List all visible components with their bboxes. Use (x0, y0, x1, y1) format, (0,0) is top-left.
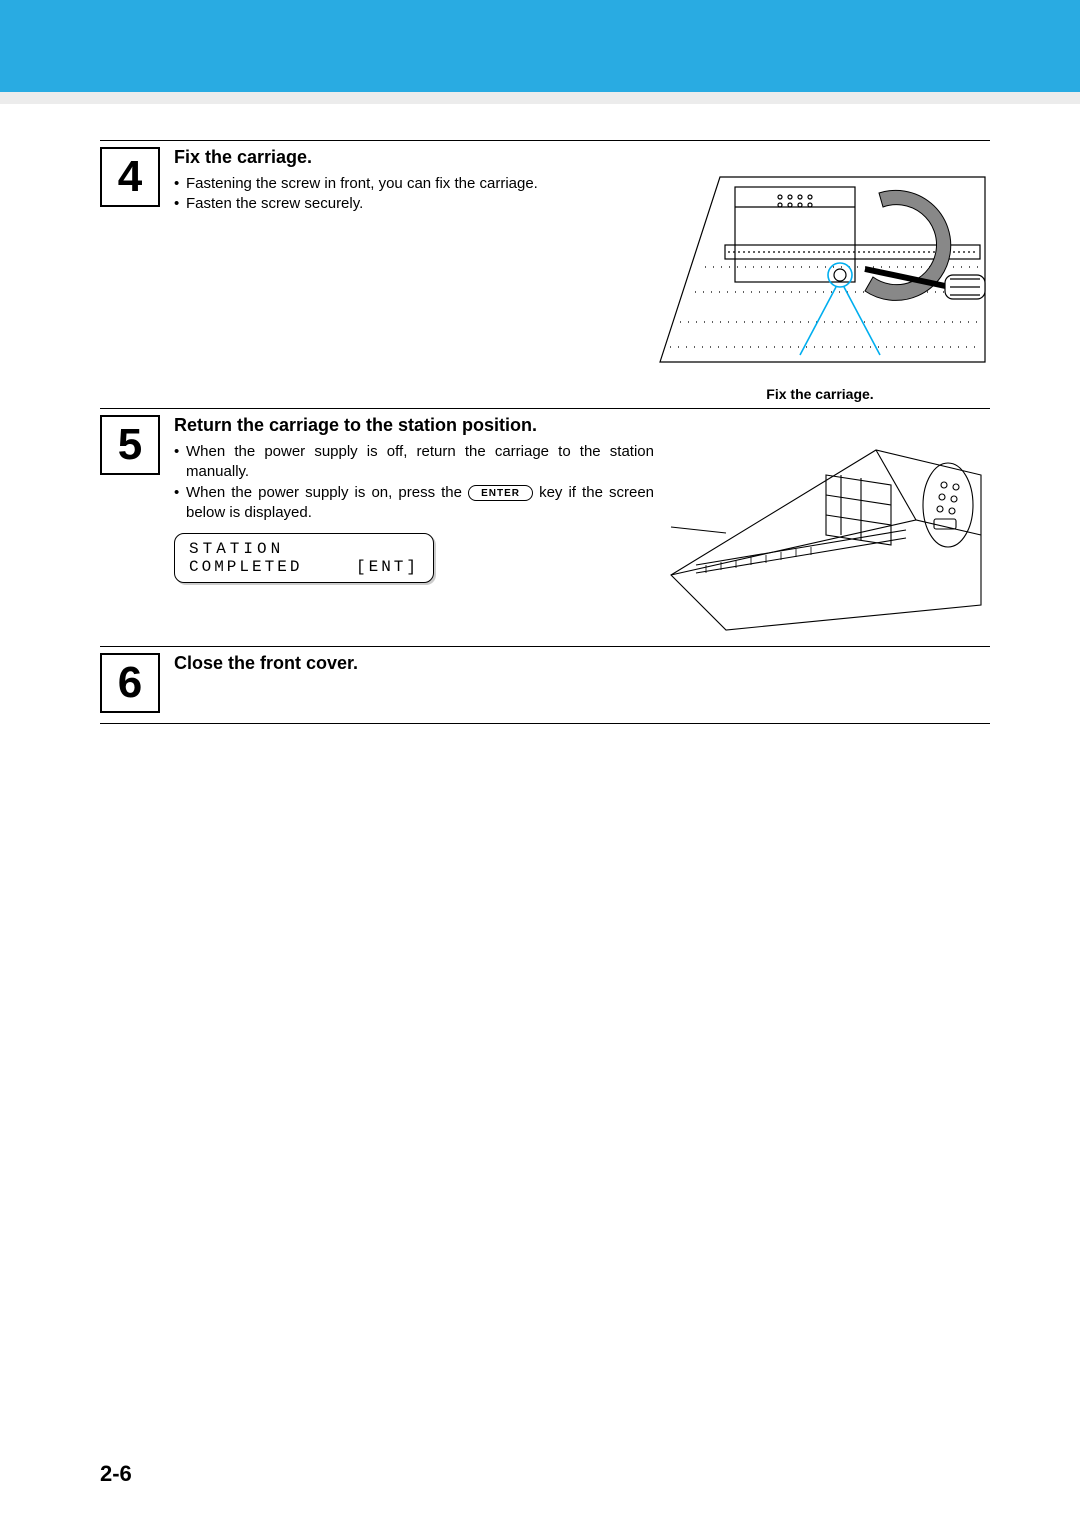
bullet-item: Fastening the screw in front, you can fi… (174, 174, 638, 194)
lcd-display: STATION COMPLETED [ENT] (174, 533, 434, 583)
page-content: 4 Fix the carriage. Fastening the screw … (0, 104, 1080, 724)
enter-key-icon: ENTER (468, 485, 533, 501)
step-6: 6 Close the front cover. (100, 646, 990, 713)
step-number: 6 (118, 658, 142, 708)
bullet-item: When the power supply is off, return the… (174, 442, 654, 483)
step-number-box: 5 (100, 415, 160, 475)
step-number: 4 (118, 152, 142, 202)
illustration-fix-carriage: Fix the carriage. (650, 147, 990, 402)
lcd-line-1: STATION (189, 540, 419, 558)
step-5: 5 Return the carriage to the station pos… (100, 408, 990, 640)
sub-band (0, 92, 1080, 104)
bullet-item: Fasten the screw securely. (174, 194, 638, 214)
bullet-list: When the power supply is off, return the… (174, 442, 654, 523)
step-number: 5 (118, 420, 142, 470)
lcd-line-2-left: COMPLETED (189, 558, 302, 576)
page-number: 2-6 (100, 1461, 132, 1487)
step-number-box: 6 (100, 653, 160, 713)
bullet-item: When the power supply is on, press the E… (174, 483, 654, 524)
step-title: Return the carriage to the station posit… (174, 415, 654, 436)
closing-rule (100, 723, 990, 724)
bullet-text-pre: When the power supply is on, press the (186, 484, 468, 501)
step-title: Close the front cover. (174, 653, 990, 674)
lcd-line-2-right: [ENT] (356, 558, 419, 576)
step-number-box: 4 (100, 147, 160, 207)
step-title: Fix the carriage. (174, 147, 638, 168)
illustration-station (666, 415, 986, 640)
step-4: 4 Fix the carriage. Fastening the screw … (100, 140, 990, 402)
bullet-list: Fastening the screw in front, you can fi… (174, 174, 638, 215)
header-band (0, 0, 1080, 92)
illustration-caption: Fix the carriage. (650, 386, 990, 402)
